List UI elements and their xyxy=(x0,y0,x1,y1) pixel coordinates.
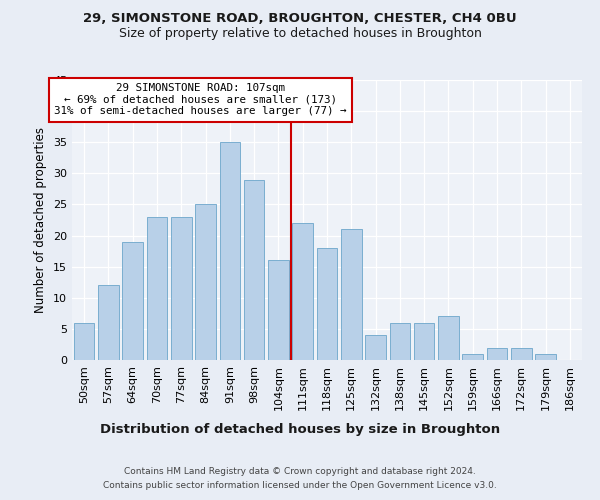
Bar xyxy=(341,230,362,360)
Bar xyxy=(268,260,289,360)
Text: 29 SIMONSTONE ROAD: 107sqm
← 69% of detached houses are smaller (173)
31% of sem: 29 SIMONSTONE ROAD: 107sqm ← 69% of deta… xyxy=(55,83,347,116)
Bar xyxy=(463,354,483,360)
Bar xyxy=(244,180,265,360)
Bar xyxy=(195,204,216,360)
Bar xyxy=(438,316,459,360)
Bar xyxy=(292,223,313,360)
Bar xyxy=(220,142,240,360)
Bar xyxy=(74,322,94,360)
Bar xyxy=(98,286,119,360)
Bar xyxy=(122,242,143,360)
Bar xyxy=(414,322,434,360)
Bar xyxy=(146,217,167,360)
Text: Distribution of detached houses by size in Broughton: Distribution of detached houses by size … xyxy=(100,422,500,436)
Bar xyxy=(365,335,386,360)
Bar xyxy=(389,322,410,360)
Bar xyxy=(317,248,337,360)
Text: 29, SIMONSTONE ROAD, BROUGHTON, CHESTER, CH4 0BU: 29, SIMONSTONE ROAD, BROUGHTON, CHESTER,… xyxy=(83,12,517,26)
Bar xyxy=(487,348,508,360)
Text: Contains HM Land Registry data © Crown copyright and database right 2024.: Contains HM Land Registry data © Crown c… xyxy=(124,468,476,476)
Text: Contains public sector information licensed under the Open Government Licence v3: Contains public sector information licen… xyxy=(103,481,497,490)
Bar xyxy=(535,354,556,360)
Y-axis label: Number of detached properties: Number of detached properties xyxy=(34,127,47,313)
Text: Size of property relative to detached houses in Broughton: Size of property relative to detached ho… xyxy=(119,28,481,40)
Bar xyxy=(171,217,191,360)
Bar xyxy=(511,348,532,360)
